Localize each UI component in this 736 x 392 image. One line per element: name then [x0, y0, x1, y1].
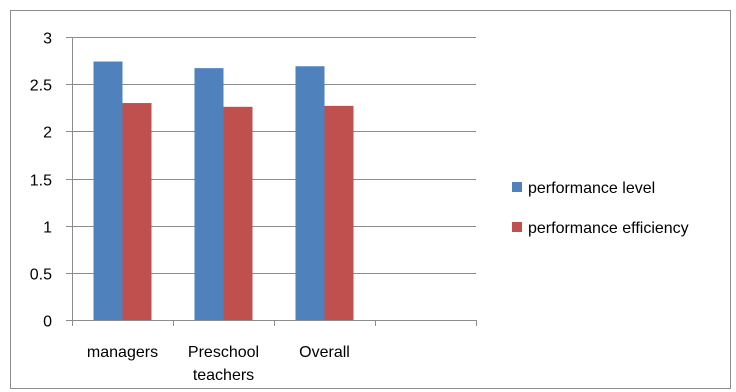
y-tick-label: 2.5 [30, 78, 52, 95]
y-tick-label: 0.5 [30, 267, 52, 284]
y-tick-label: 3 [43, 31, 52, 48]
bar [295, 66, 325, 320]
legend-label: performance efficiency [528, 220, 689, 237]
x-tick-label: Preschool [188, 344, 259, 361]
bar [223, 106, 253, 320]
legend: performance level performance efficiency [512, 180, 689, 237]
bar [194, 68, 224, 320]
axes [72, 37, 477, 326]
x-tick-label: teachers [193, 367, 254, 384]
legend-label: performance level [528, 180, 655, 197]
bars [93, 61, 354, 321]
x-tick-label: managers [87, 344, 158, 361]
x-tick-label: Overall [299, 344, 350, 361]
x-tick-labels: managers Preschool teachers Overall [87, 344, 350, 384]
bar [324, 105, 354, 320]
y-tick-labels: 0 0.5 1 1.5 2 2.5 3 [30, 31, 52, 331]
y-tick-label: 0 [43, 314, 52, 331]
legend-swatch [512, 222, 522, 232]
y-tick-label: 1.5 [30, 173, 52, 190]
y-tick-label: 2 [43, 125, 52, 142]
y-tick-label: 1 [43, 220, 52, 237]
bar [122, 103, 152, 321]
bar [93, 61, 123, 320]
legend-swatch [512, 182, 522, 192]
